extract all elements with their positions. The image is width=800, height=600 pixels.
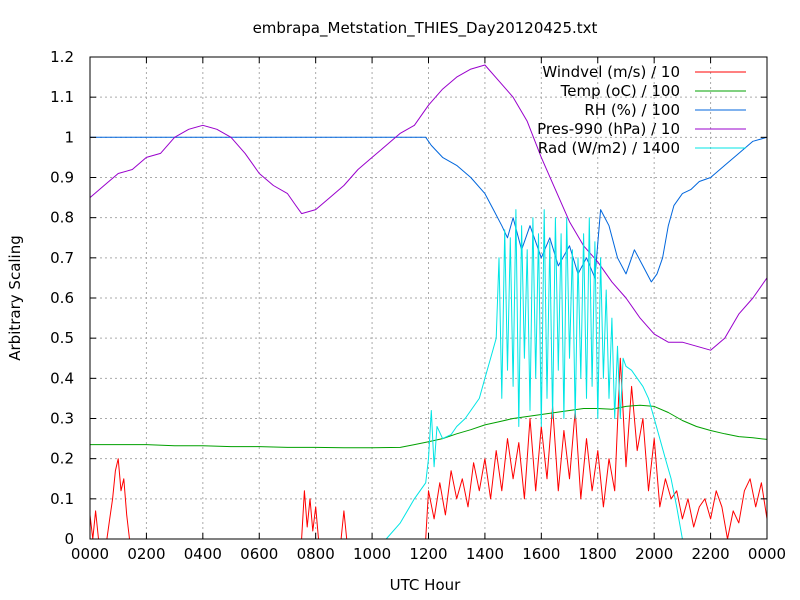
x-tick-label: 0400 — [184, 545, 222, 563]
y-tick-label: 0.1 — [50, 490, 74, 508]
legend-label: Windvel (m/s) / 10 — [542, 63, 680, 81]
x-tick-label: 0800 — [297, 545, 335, 563]
chart-title: embrapa_Metstation_THIES_Day20120425.txt — [253, 19, 598, 38]
y-tick-label: 0 — [64, 530, 74, 548]
legend-label: Pres-990 (hPa) / 10 — [537, 120, 680, 138]
series-line-4 — [89, 64, 768, 351]
y-tick-label: 0.3 — [50, 410, 74, 428]
series-line-2 — [90, 404, 768, 449]
y-tick-label: 1 — [64, 128, 74, 146]
y-tick-label: 0.8 — [50, 209, 74, 227]
y-tick-label: 0.6 — [50, 289, 74, 307]
legend-label: Temp (oC) / 100 — [560, 82, 680, 100]
y-tick-label: 0.4 — [50, 369, 74, 387]
y-axis-label: Arbitrary Scaling — [6, 235, 24, 361]
x-tick-label: 0600 — [240, 545, 278, 563]
legend-label: Rad (W/m2) / 1400 — [538, 139, 680, 157]
y-tick-label: 0.5 — [50, 329, 74, 347]
y-tick-label: 0.2 — [50, 450, 74, 468]
x-tick-label: 0000 — [748, 545, 786, 563]
x-tick-label: 1600 — [522, 545, 560, 563]
x-tick-label: 1200 — [409, 545, 447, 563]
legend-label: RH (%) / 100 — [584, 101, 680, 119]
x-tick-label: 1400 — [466, 545, 504, 563]
y-tick-label: 0.7 — [50, 249, 74, 267]
x-tick-label: 0000 — [71, 545, 109, 563]
series-line-3 — [90, 136, 768, 283]
x-tick-label: 0200 — [127, 545, 165, 563]
ticks: 0000 0200 0400 0600 0800 1000 1200 1400 1600 1800… — [50, 48, 786, 563]
series-line-5 — [90, 209, 683, 540]
x-axis-label: UTC Hour — [390, 576, 461, 594]
x-tick-label: 1000 — [353, 545, 391, 563]
y-tick-label: 1.1 — [50, 88, 74, 106]
y-tick-label: 1.2 — [50, 48, 74, 66]
x-tick-label: 1800 — [579, 545, 617, 563]
y-tick-label: 0.9 — [50, 169, 74, 187]
x-tick-label: 2000 — [635, 545, 673, 563]
x-tick-label: 2200 — [691, 545, 729, 563]
